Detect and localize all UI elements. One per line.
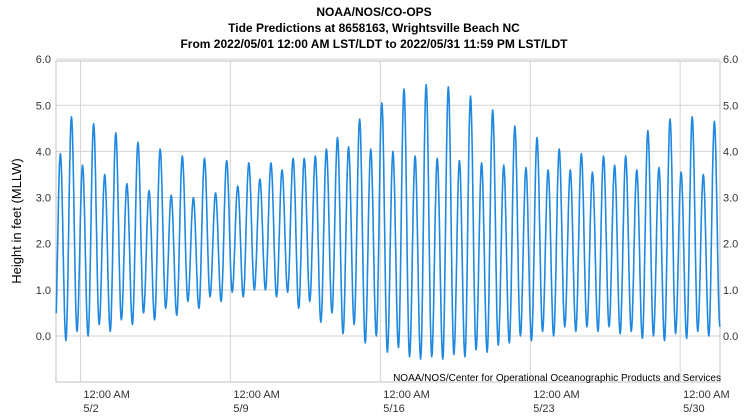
y-tick-label-right: 0.0 bbox=[723, 331, 738, 343]
x-tick-time-label: 12:00 AM bbox=[383, 389, 429, 401]
x-tick-time-label: 12:00 AM bbox=[83, 389, 129, 401]
y-tick-label-right: 1.0 bbox=[723, 285, 738, 297]
tide-prediction-series-line bbox=[55, 83, 721, 360]
y-axis-label: Height in feet (MLLW) bbox=[9, 158, 24, 283]
y-tick-label-right: 3.0 bbox=[723, 193, 738, 205]
chart-title-line-2: Tide Predictions at 8658163, Wrightsvill… bbox=[228, 21, 520, 35]
plot-frame bbox=[55, 60, 721, 383]
x-tick-date-label: 5/2 bbox=[83, 403, 98, 415]
x-tick-date-label: 5/30 bbox=[683, 403, 704, 415]
y-axis-right-ticks: 6.0 5.0 4.0 3.0 2.0 1.0 0.0 bbox=[723, 54, 738, 343]
x-tick-date-label: 5/9 bbox=[233, 403, 248, 415]
y-axis-left-ticks: 6.0 5.0 4.0 3.0 2.0 1.0 0.0 bbox=[36, 54, 51, 343]
chart-title-line-3: From 2022/05/01 12:00 AM LST/LDT to 2022… bbox=[180, 37, 568, 51]
y-tick-label: 1.0 bbox=[36, 285, 51, 297]
y-tick-label-right: 5.0 bbox=[723, 100, 738, 112]
x-tick-date-label: 5/16 bbox=[383, 403, 404, 415]
y-tick-label-right: 4.0 bbox=[723, 146, 738, 158]
y-tick-label: 5.0 bbox=[36, 100, 51, 112]
x-tick-time-label: 12:00 AM bbox=[683, 389, 729, 401]
y-tick-label: 4.0 bbox=[36, 146, 51, 158]
x-tick-time-label: 12:00 AM bbox=[533, 389, 579, 401]
source-credit: NOAA/NOS/Center for Operational Oceanogr… bbox=[393, 373, 721, 384]
y-tick-label: 6.0 bbox=[36, 54, 51, 66]
x-axis-ticks: 12:00 AM 5/2 12:00 AM 5/9 12:00 AM 5/16 12:00 … bbox=[83, 389, 729, 415]
x-tick-time-label: 12:00 AM bbox=[233, 389, 279, 401]
y-tick-label: 0.0 bbox=[36, 331, 51, 343]
x-tick-date-label: 5/23 bbox=[533, 403, 554, 415]
chart-title-line-1: NOAA/NOS/CO-OPS bbox=[316, 5, 431, 19]
y-tick-label: 2.0 bbox=[36, 239, 51, 251]
y-tick-label-right: 6.0 bbox=[723, 54, 738, 66]
y-tick-label: 3.0 bbox=[36, 193, 51, 205]
y-tick-label-right: 2.0 bbox=[723, 239, 738, 251]
